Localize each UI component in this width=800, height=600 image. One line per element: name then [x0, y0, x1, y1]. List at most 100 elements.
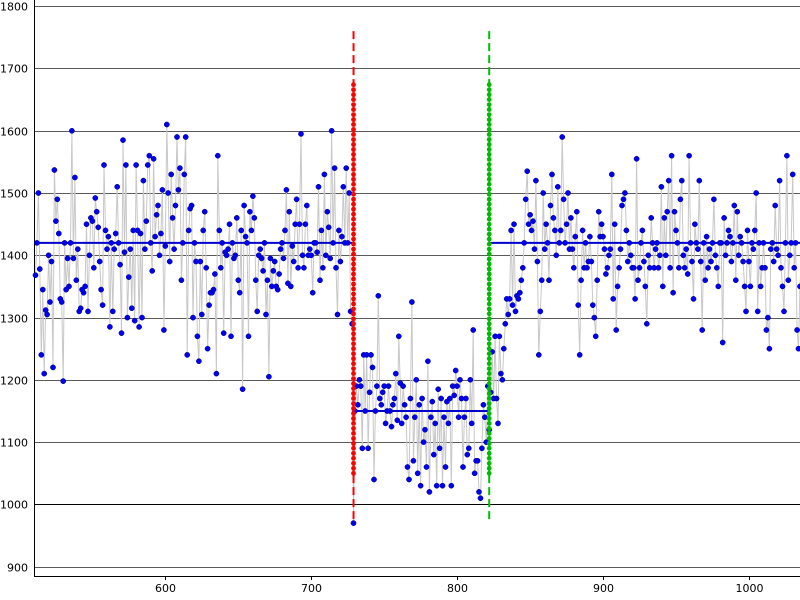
change-point-dot — [486, 191, 492, 197]
data-point — [658, 183, 665, 190]
change-point-dot — [351, 391, 356, 396]
data-point — [715, 283, 722, 290]
data-point — [301, 264, 307, 271]
data-point — [476, 489, 482, 495]
data-point — [500, 345, 507, 352]
data-point — [549, 171, 555, 178]
data-point — [83, 221, 90, 228]
data-point — [554, 183, 561, 190]
data-point — [730, 240, 736, 246]
change-point-dot — [486, 132, 492, 137]
change-point-dot — [486, 226, 492, 232]
data-point — [293, 196, 300, 203]
data-point — [632, 296, 638, 302]
data-connector-line — [35, 124, 800, 524]
data-point — [470, 327, 477, 333]
data-point — [276, 271, 282, 277]
change-point-dot — [486, 87, 492, 93]
data-point — [572, 233, 579, 240]
change-point-dot — [486, 286, 492, 292]
data-point — [105, 233, 112, 240]
data-point — [169, 215, 176, 221]
y-tick-label-1500: 1500 — [0, 188, 28, 201]
data-point — [387, 408, 393, 414]
data-point — [700, 240, 707, 246]
data-point — [67, 240, 74, 246]
change-point-dot — [351, 281, 356, 287]
data-point — [80, 289, 87, 296]
data-point — [540, 190, 547, 196]
data-point — [111, 246, 118, 252]
data-point — [51, 167, 58, 173]
data-point — [457, 376, 463, 383]
data-point — [95, 224, 102, 231]
data-point — [746, 258, 752, 265]
data-point — [117, 261, 123, 268]
change-point-dot — [486, 366, 492, 371]
data-point — [606, 252, 612, 259]
data-point — [217, 264, 224, 271]
change-point-dot — [351, 371, 356, 376]
change-point-dot — [351, 137, 356, 142]
data-point — [236, 289, 243, 296]
data-point — [762, 264, 768, 271]
data-point — [737, 233, 744, 240]
data-point — [92, 195, 99, 201]
data-point — [346, 190, 353, 196]
change-point-dot — [351, 311, 356, 317]
data-point — [45, 252, 52, 259]
change-point-dot — [351, 450, 356, 456]
data-point — [683, 246, 690, 252]
data-point — [149, 268, 156, 274]
data-point — [258, 255, 265, 262]
data-point — [376, 395, 383, 402]
data-point — [35, 190, 42, 196]
data-point — [123, 162, 129, 168]
data-point — [789, 171, 796, 178]
data-point — [496, 333, 503, 340]
data-point — [41, 370, 48, 377]
data-point — [535, 352, 542, 358]
data-point — [693, 240, 700, 246]
data-point — [442, 464, 449, 470]
change-point-dot — [351, 226, 356, 232]
data-point — [112, 230, 119, 237]
data-point — [766, 345, 773, 352]
data-point — [601, 246, 608, 252]
data-point — [409, 299, 415, 305]
data-point — [480, 401, 487, 408]
data-point — [517, 289, 523, 296]
data-point — [689, 258, 695, 265]
data-point — [530, 218, 536, 224]
data-point — [426, 489, 433, 495]
data-point — [785, 277, 792, 284]
change-point-dot — [486, 386, 492, 391]
data-point — [73, 277, 80, 284]
change-point-dot — [351, 92, 356, 98]
data-point — [182, 134, 189, 140]
change-point-dot — [486, 336, 492, 342]
data-point — [616, 264, 622, 271]
data-point — [775, 252, 781, 259]
change-point-dot — [486, 251, 492, 257]
data-point — [109, 308, 116, 315]
data-point — [414, 470, 421, 477]
data-point — [325, 224, 332, 231]
change-point-dot — [486, 206, 492, 212]
data-point — [36, 266, 43, 272]
data-point — [508, 227, 514, 234]
data-point — [133, 162, 139, 168]
data-point — [582, 240, 589, 246]
data-point — [528, 227, 535, 234]
data-point — [757, 283, 764, 290]
change-point-dot — [486, 167, 492, 172]
data-point — [767, 246, 774, 252]
change-point-dot — [351, 331, 356, 337]
data-point — [165, 190, 172, 196]
data-point — [734, 208, 741, 215]
data-point — [204, 345, 211, 352]
data-point — [515, 296, 522, 302]
data-point — [260, 268, 266, 274]
change-point-dot — [351, 271, 356, 277]
data-point — [425, 358, 431, 365]
